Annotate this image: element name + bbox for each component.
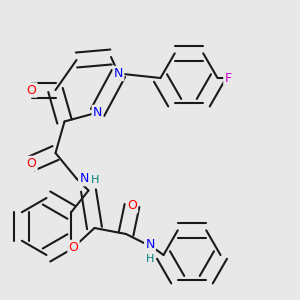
Text: H: H bbox=[146, 254, 154, 264]
Text: N: N bbox=[145, 238, 155, 251]
Text: N: N bbox=[93, 106, 102, 119]
Text: H: H bbox=[91, 175, 99, 185]
Text: O: O bbox=[69, 241, 78, 254]
Text: N: N bbox=[79, 172, 89, 185]
Text: O: O bbox=[127, 199, 137, 212]
Text: F: F bbox=[224, 71, 232, 85]
Text: O: O bbox=[27, 83, 36, 97]
Text: N: N bbox=[114, 67, 123, 80]
Text: O: O bbox=[27, 157, 36, 170]
